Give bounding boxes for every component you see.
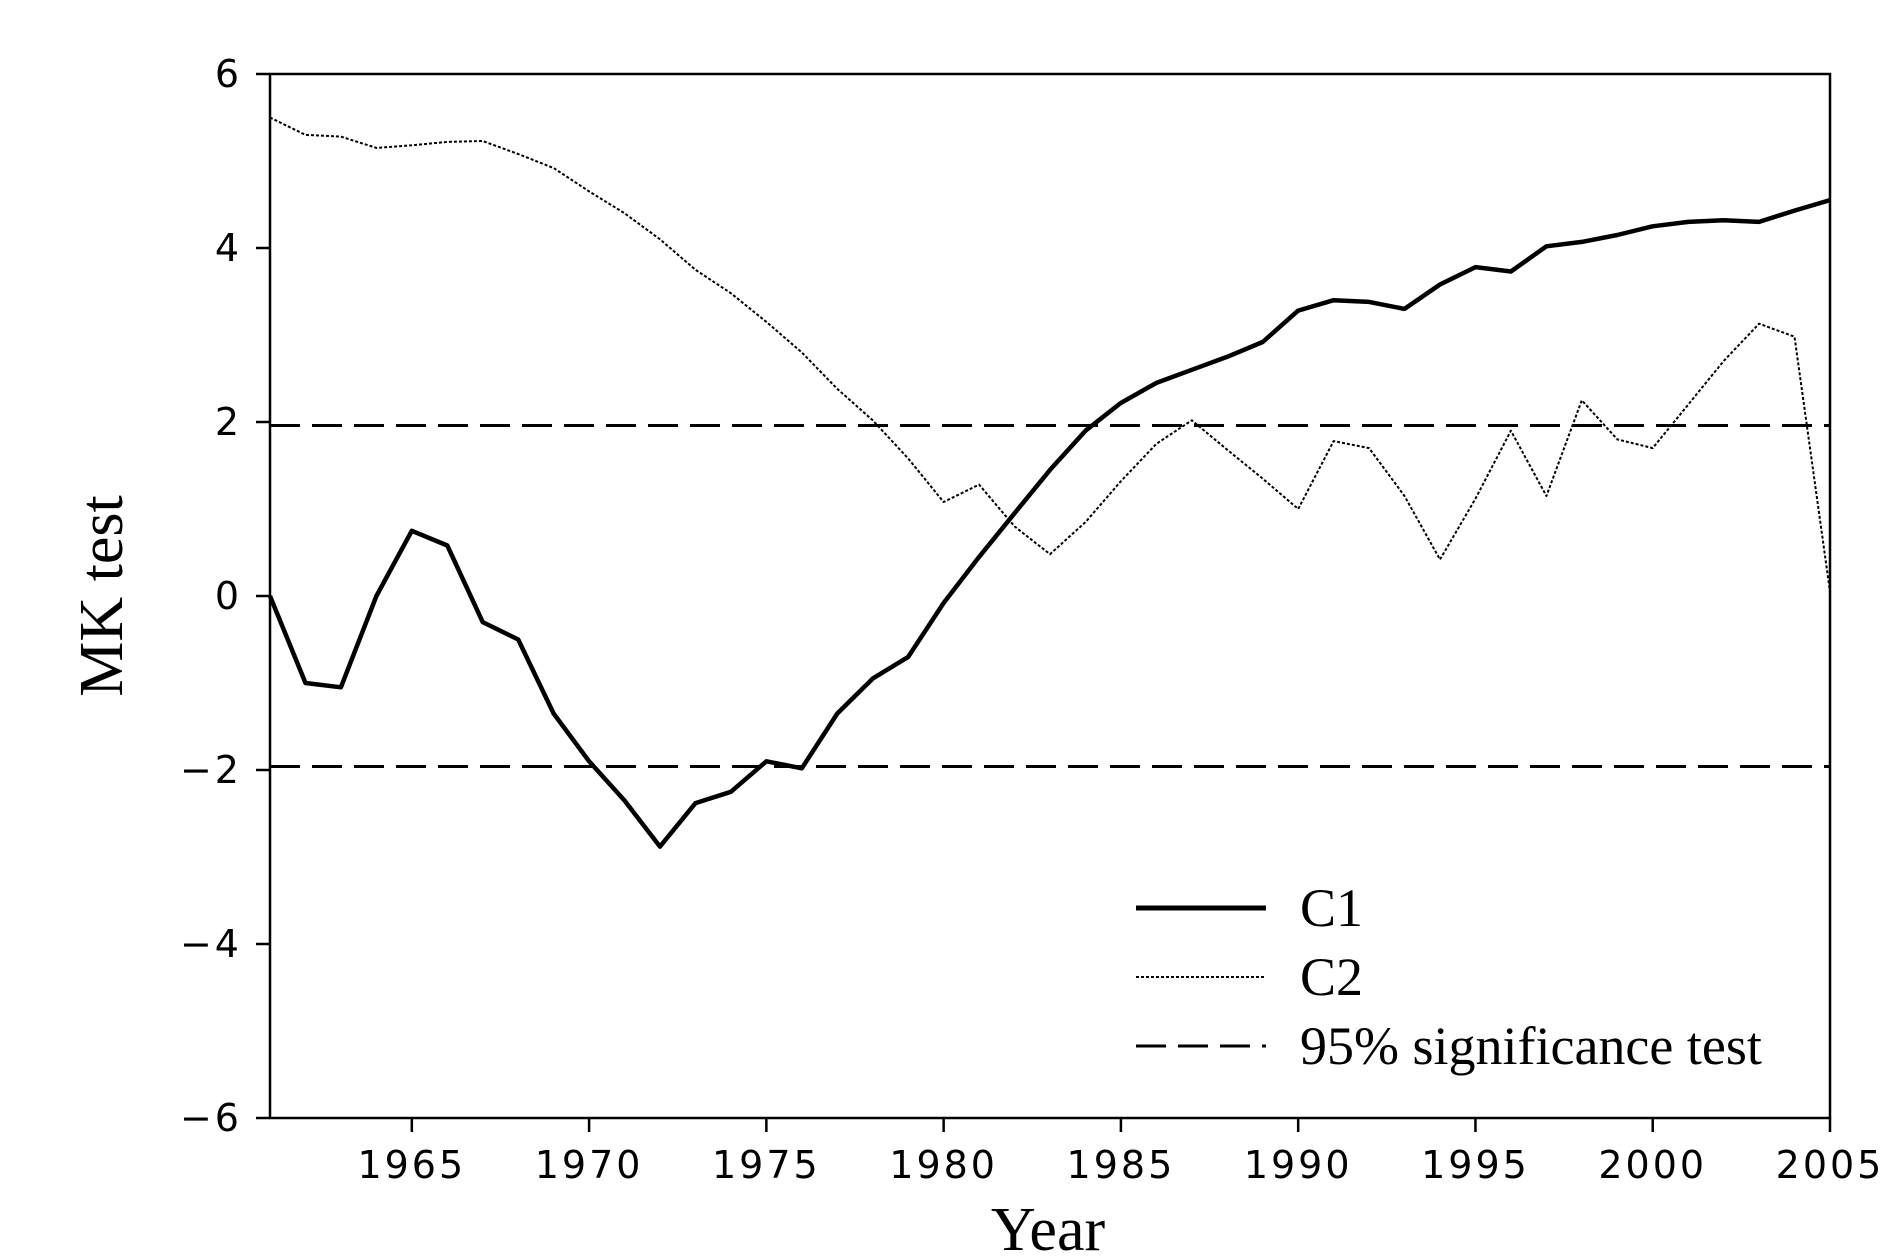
x-tick-label: 1965 bbox=[357, 1143, 466, 1187]
x-tick-label: 1970 bbox=[535, 1143, 644, 1187]
x-tick-label: 1980 bbox=[889, 1143, 998, 1187]
legend-label-c2: C2 bbox=[1300, 947, 1363, 1007]
x-axis-ticks: 1965 1970 1975 1980 1985 1990 1995 2000 2005 bbox=[357, 1118, 1885, 1187]
y-tick-label: 6 bbox=[215, 52, 242, 96]
x-tick-label: 2000 bbox=[1598, 1143, 1707, 1187]
x-tick-label: 1995 bbox=[1421, 1143, 1530, 1187]
series-line-c2 bbox=[269, 116, 1831, 592]
y-tick-label: 4 bbox=[215, 226, 242, 270]
y-axis-ticks: 6 4 2 0 −2 −4 −6 bbox=[180, 52, 270, 1140]
legend: C1 C2 95% significance test bbox=[1136, 878, 1762, 1076]
x-axis-title: Year bbox=[991, 1196, 1106, 1256]
series-lines bbox=[267, 116, 1831, 849]
significance-lines bbox=[270, 423, 1830, 769]
y-tick-label: −2 bbox=[180, 748, 242, 792]
series-line-c1 bbox=[267, 197, 1831, 849]
x-tick-label: 1985 bbox=[1067, 1143, 1176, 1187]
legend-label-significance: 95% significance test bbox=[1300, 1016, 1762, 1076]
legend-label-c1: C1 bbox=[1300, 878, 1363, 938]
plot-frame bbox=[268, 72, 1832, 1120]
y-tick-label: −4 bbox=[180, 922, 242, 966]
y-tick-label: 0 bbox=[215, 574, 242, 618]
y-axis-title: MK test bbox=[68, 495, 136, 697]
x-tick-label: 1975 bbox=[712, 1143, 821, 1187]
x-tick-label: 1990 bbox=[1244, 1143, 1353, 1187]
y-tick-label: 2 bbox=[215, 400, 242, 444]
y-tick-label: −6 bbox=[180, 1096, 242, 1140]
x-tick-label: 2005 bbox=[1776, 1143, 1885, 1187]
